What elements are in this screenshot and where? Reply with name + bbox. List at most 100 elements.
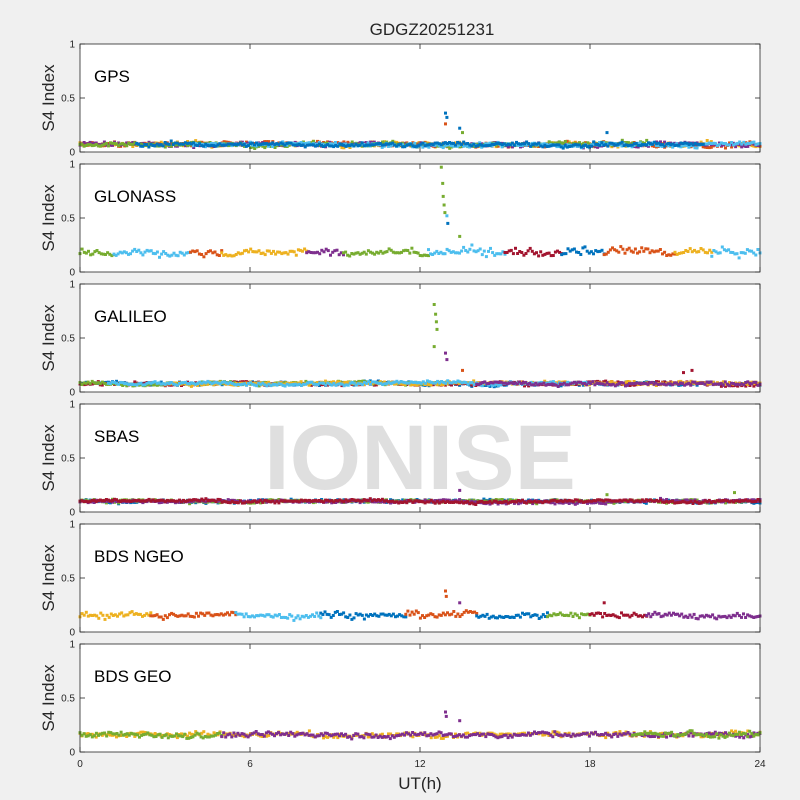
data-point — [272, 249, 275, 253]
data-point — [344, 383, 348, 387]
data-point — [82, 144, 86, 148]
data-point — [479, 382, 483, 386]
data-point — [608, 248, 612, 252]
data-point — [185, 141, 189, 145]
data-point — [240, 140, 244, 144]
data-point — [703, 250, 707, 254]
data-point — [313, 251, 317, 255]
data-point — [188, 502, 192, 506]
axes-background — [80, 44, 760, 152]
data-point — [727, 383, 731, 387]
data-point — [551, 254, 555, 257]
data-point — [212, 383, 216, 387]
data-point — [547, 144, 551, 148]
data-point — [740, 382, 744, 386]
data-point — [605, 381, 609, 385]
data-point — [354, 142, 358, 146]
data-point — [575, 250, 578, 254]
data-point — [476, 144, 480, 148]
data-point — [497, 252, 501, 256]
data-point — [181, 142, 185, 146]
data-point — [190, 381, 194, 385]
data-point — [535, 142, 539, 146]
data-point — [572, 142, 575, 145]
data-point — [710, 250, 714, 254]
data-point — [380, 145, 384, 149]
data-point — [367, 380, 370, 384]
data-point — [421, 380, 425, 384]
data-point — [259, 498, 263, 502]
data-point — [577, 143, 581, 147]
data-point — [433, 141, 437, 145]
data-point — [437, 252, 441, 255]
data-point — [744, 381, 748, 385]
data-point — [315, 381, 319, 385]
data-point — [328, 499, 332, 503]
data-point — [269, 500, 273, 504]
data-point — [475, 382, 479, 386]
data-point — [454, 380, 458, 384]
data-point — [283, 382, 287, 386]
data-point — [290, 249, 294, 253]
data-point — [565, 139, 569, 143]
data-point — [738, 383, 742, 387]
data-point — [440, 380, 444, 383]
data-point — [236, 382, 240, 386]
data-point — [638, 141, 642, 145]
data-point — [298, 248, 302, 252]
data-point — [491, 381, 495, 385]
y-axis-label: S4 Index — [39, 184, 58, 252]
data-point — [526, 382, 530, 386]
data-point — [615, 249, 619, 253]
data-point — [398, 251, 401, 255]
data-point — [360, 141, 364, 145]
data-point — [564, 252, 568, 256]
data-point — [320, 143, 323, 147]
data-point — [192, 381, 196, 385]
data-point — [561, 501, 565, 505]
data-point — [519, 501, 522, 505]
data-point — [212, 144, 216, 148]
data-point — [738, 143, 742, 146]
data-point — [717, 382, 721, 386]
data-point — [705, 146, 709, 149]
data-point — [275, 499, 279, 503]
data-point — [435, 141, 439, 145]
data-point — [395, 251, 399, 255]
data-point — [691, 141, 695, 145]
data-point — [100, 380, 104, 384]
data-point — [542, 381, 546, 385]
data-point — [724, 142, 727, 146]
data-point — [445, 143, 449, 147]
data-point — [652, 382, 656, 386]
data-point — [633, 247, 637, 251]
data-point — [666, 382, 670, 386]
data-point — [478, 143, 482, 146]
data-point — [671, 381, 675, 385]
y-tick-label: 1 — [69, 280, 75, 291]
data-point — [621, 381, 625, 385]
data-point — [374, 142, 378, 146]
data-point — [315, 143, 319, 147]
data-point — [503, 381, 507, 385]
data-point — [145, 143, 149, 147]
data-point — [534, 381, 538, 385]
data-point — [681, 382, 684, 386]
constellation-label: GPS — [94, 67, 130, 86]
spike-point — [458, 126, 462, 130]
data-point — [342, 253, 345, 257]
data-point — [176, 254, 180, 258]
data-point — [547, 140, 551, 144]
data-point — [267, 380, 271, 384]
data-point — [450, 141, 453, 145]
data-point — [507, 249, 511, 253]
data-point — [750, 382, 754, 386]
data-point — [673, 141, 677, 145]
data-point — [271, 145, 274, 148]
data-point — [462, 140, 466, 144]
data-point — [356, 498, 360, 502]
data-point — [517, 142, 520, 146]
data-point — [388, 144, 392, 148]
data-point — [230, 381, 234, 385]
data-point — [520, 143, 524, 147]
